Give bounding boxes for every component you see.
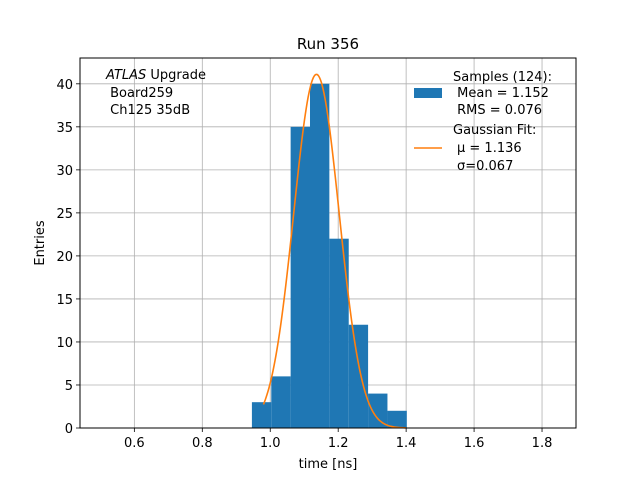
annotation-line-3: Ch125 35dB [106,103,190,118]
legend-mean: Mean = 1.152 [453,86,549,101]
legend: Samples (124): Mean = 1.152 RMS = 0.076 … [414,70,552,174]
y-tick-label: 25 [56,207,73,222]
annotation-atlas: ATLAS [105,68,146,83]
annotation-line-2: Board259 [106,86,173,101]
histogram-bar [251,402,272,428]
histogram-bar [290,126,310,428]
x-tick-label: 1.4 [396,436,417,451]
gaussian-fit [262,73,407,429]
plot-frame [79,57,577,429]
legend-sigma: σ=0.067 [457,159,513,174]
x-axis-label: time [ns] [299,457,358,472]
y-tick-label: 40 [56,78,73,93]
histogram-bar [309,83,330,428]
y-tick-label: 20 [56,250,73,265]
x-tick-label: 1.6 [464,436,485,451]
x-tick-label: 1.0 [260,436,281,451]
histogram-bar [329,238,349,428]
x-tick-label: 1.8 [532,436,553,451]
histogram-bar [368,393,388,428]
x-tick-label: 0.6 [124,436,145,451]
annotation-line-1: ATLAS Upgrade [105,68,206,83]
chart-title: Run 356 [297,35,359,53]
legend-bar-swatch [414,88,442,98]
annotation-box: ATLAS Upgrade Board259 Ch125 35dB [105,68,206,118]
annotation-upgrade: Upgrade [146,68,206,83]
y-tick-label: 35 [56,121,73,136]
histogram-bar [348,324,369,428]
legend-samples-label: Samples (124): [453,70,552,85]
y-axis-label: Entries [33,220,48,266]
y-tick-label: 10 [56,336,73,351]
y-tick-label: 0 [65,422,73,437]
histogram-bar [271,376,291,428]
gaussian-fit-curve [262,73,407,429]
legend-fit-label: Gaussian Fit: [453,123,536,138]
x-tick-label: 1.2 [328,436,349,451]
x-tick-label: 0.8 [192,436,213,451]
legend-mu: μ = 1.136 [457,141,522,156]
histogram-bar [387,410,407,428]
legend-rms: RMS = 0.076 [453,103,542,118]
y-tick-label: 15 [56,293,73,308]
y-tick-label: 5 [65,379,73,394]
y-tick-label: 30 [56,164,73,179]
axis-ticks: 0.6 0.8 1.0 1.2 1.4 1.6 1.8 0 5 10 15 20 25 30 35 40 [56,78,552,451]
